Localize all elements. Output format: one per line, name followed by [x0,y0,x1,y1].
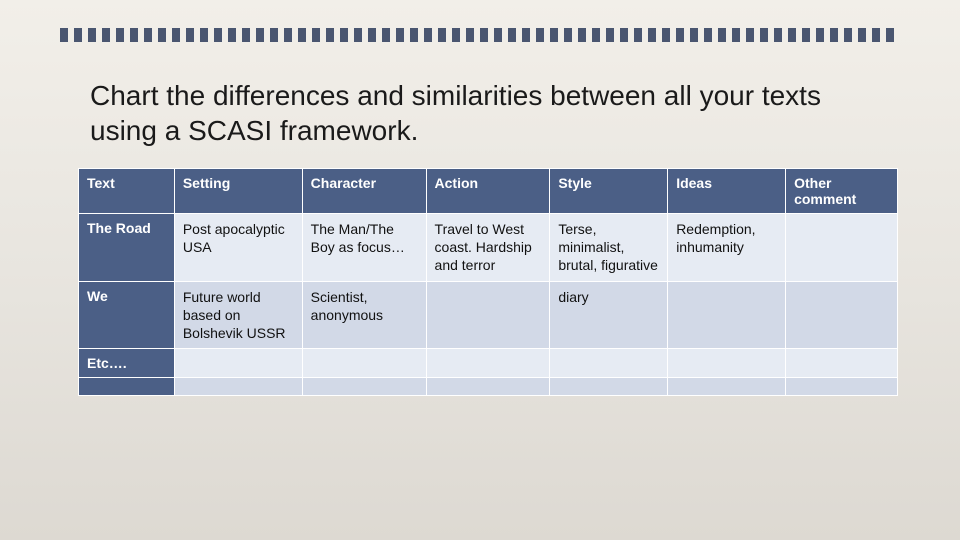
cell-style: diary [550,281,668,349]
cell-other [786,214,898,282]
table-row: We Future world based on Bolshevik USSR … [79,281,898,349]
row-label: We [79,281,175,349]
col-character: Character [302,169,426,214]
table-row: The Road Post apocalyptic USA The Man/Th… [79,214,898,282]
cell-style: Terse, minimalist, brutal, figurative [550,214,668,282]
cell-ideas: Redemption, inhumanity [668,214,786,282]
row-label: Etc…. [79,349,175,378]
cell-ideas [668,378,786,396]
cell-setting [174,378,302,396]
col-action: Action [426,169,550,214]
cell-setting: Future world based on Bolshevik USSR [174,281,302,349]
cell-other [786,378,898,396]
cell-action [426,281,550,349]
scasi-table: Text Setting Character Action Style Idea… [78,168,898,396]
cell-action [426,378,550,396]
cell-other [786,349,898,378]
col-text: Text [79,169,175,214]
table-row: Etc…. [79,349,898,378]
cell-setting [174,349,302,378]
col-setting: Setting [174,169,302,214]
row-label [79,378,175,396]
table-header-row: Text Setting Character Action Style Idea… [79,169,898,214]
cell-setting: Post apocalyptic USA [174,214,302,282]
cell-character: The Man/The Boy as focus… [302,214,426,282]
cell-ideas [668,349,786,378]
col-other: Other comment [786,169,898,214]
cell-action [426,349,550,378]
decorative-dash-border [60,28,900,42]
row-label: The Road [79,214,175,282]
page-title: Chart the differences and similarities b… [90,78,890,148]
cell-style [550,349,668,378]
cell-other [786,281,898,349]
cell-character [302,378,426,396]
cell-style [550,378,668,396]
cell-character: Scientist, anonymous [302,281,426,349]
col-ideas: Ideas [668,169,786,214]
table-row [79,378,898,396]
col-style: Style [550,169,668,214]
cell-ideas [668,281,786,349]
cell-action: Travel to West coast. Hardship and terro… [426,214,550,282]
cell-character [302,349,426,378]
